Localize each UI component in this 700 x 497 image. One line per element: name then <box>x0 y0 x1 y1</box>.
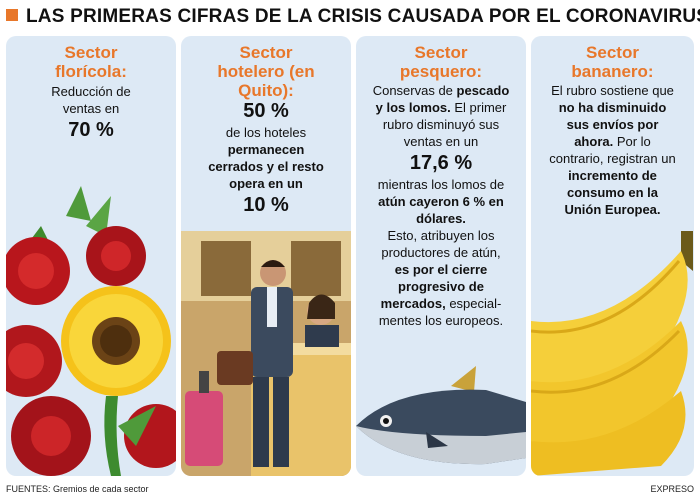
sources-note: FUENTES: Gremios de cada sector <box>6 484 149 494</box>
body-line: consumo en la <box>566 185 659 200</box>
body-line: cerrados y el resto <box>208 159 324 174</box>
panel-bananero: Sector bananero: El rubro sostiene que n… <box>531 36 694 476</box>
bananas-illustration <box>531 231 693 476</box>
heading-line: Sector <box>64 43 118 62</box>
panel-heading: Sector florícola: <box>6 43 176 81</box>
panel-body: El rubro sostiene que no ha disminuido s… <box>535 82 690 218</box>
body-text: mercados, <box>380 296 446 311</box>
heading-line: hotelero (en <box>217 62 315 81</box>
key-figure: 17,6 % <box>409 152 473 174</box>
footer: FUENTES: Gremios de cada sector EXPRESO <box>0 480 700 497</box>
body-line: Unión Europea. <box>564 202 661 217</box>
heading-line: Sector <box>586 43 639 62</box>
heading-line: Sector <box>414 43 468 62</box>
body-line: progresivo de <box>398 279 484 294</box>
publisher-brand: EXPRESO <box>650 484 694 494</box>
panel-heading: Sector pesquero: <box>356 43 526 81</box>
body-line: sus envíos por <box>566 117 659 132</box>
key-figure: 10 % <box>243 194 289 216</box>
body-line: no ha disminuido <box>558 100 667 115</box>
body-line: mentes los europeos. <box>378 313 504 328</box>
panel-heading: Sector bananero: <box>531 43 694 81</box>
page-title: LAS PRIMERAS CIFRAS DE LA CRISIS CAUSADA… <box>26 6 700 27</box>
body-line: mientras los lomos de <box>377 177 505 192</box>
body-line: Reducción de <box>51 84 131 99</box>
panel-body: Conservas de pescado y los lomos. El pri… <box>360 82 522 329</box>
body-line: de los hoteles <box>225 125 307 140</box>
panel-body: 50 % de los hoteles permanecen cerrados … <box>185 98 347 218</box>
body-line: opera en un <box>229 176 303 191</box>
panel-hotelero: Sector hotelero (en Quito): 50 % de los … <box>181 36 351 476</box>
body-line: productores de atún, <box>381 245 501 260</box>
heading-line: pesquero: <box>399 62 483 81</box>
header: LAS PRIMERAS CIFRAS DE LA CRISIS CAUSADA… <box>0 0 700 34</box>
panel-pesquero: Sector pesquero: Conservas de pescado y … <box>356 36 526 476</box>
heading-line: florícola: <box>55 62 127 81</box>
panel-body: Reducción de ventas en 70 % <box>10 83 172 143</box>
body-line: El rubro sostiene que <box>551 83 674 98</box>
heading-line: Sector <box>239 43 293 62</box>
body-text: especial- <box>445 296 502 311</box>
body-line: contrario, registran un <box>549 151 676 166</box>
body-text: Por lo <box>613 134 651 149</box>
body-text: y los lomos. <box>375 100 451 115</box>
body-text: pescado <box>456 83 510 98</box>
hotel-reception-illustration <box>181 231 351 476</box>
body-line: Esto, atribuyen los <box>387 228 495 243</box>
body-line: rubro disminuyó sus <box>382 117 500 132</box>
body-line: ventas en <box>62 101 120 116</box>
heading-line: Quito): <box>238 81 294 100</box>
flowers-illustration <box>6 186 176 476</box>
body-line: es por el cierre <box>394 262 488 277</box>
body-line: incremento de <box>568 168 657 183</box>
body-line: permanecen <box>227 142 305 157</box>
body-line: ventas en un <box>403 134 479 149</box>
heading-line: bananero: <box>571 62 654 81</box>
tuna-fish-illustration <box>356 366 526 465</box>
body-text: Conservas de <box>372 83 457 98</box>
panel-heading: Sector hotelero (en Quito): <box>181 43 351 100</box>
key-figure: 50 % <box>243 100 289 122</box>
body-line: dólares. <box>416 211 466 226</box>
body-line: atún cayeron 6 % en <box>378 194 504 209</box>
panel-floricola: Sector florícola: Reducción de ventas en… <box>6 36 176 476</box>
body-text: El primer <box>450 100 507 115</box>
key-figure: 70 % <box>68 119 114 141</box>
title-marker <box>6 9 18 21</box>
body-text: ahora. <box>574 134 614 149</box>
